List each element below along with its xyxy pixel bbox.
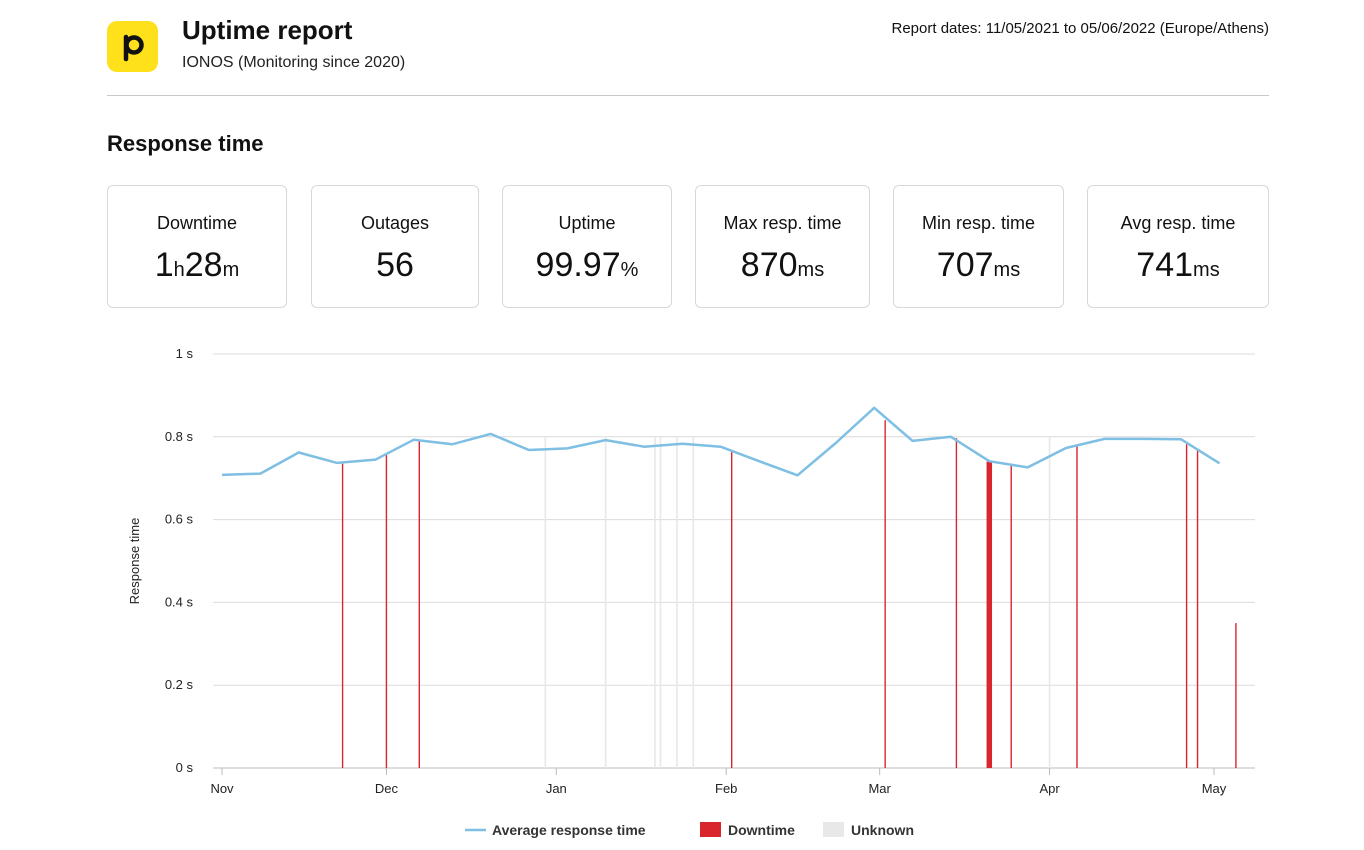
unknown-bar xyxy=(1048,436,1051,768)
y-tick-label: 1 s xyxy=(176,346,194,361)
y-tick-label: 0.6 s xyxy=(165,512,194,527)
downtime-bar xyxy=(884,420,886,768)
unknown-bar xyxy=(654,436,656,768)
stat-label: Avg resp. time xyxy=(1120,213,1236,233)
downtime-bar xyxy=(385,454,388,768)
legend-label-downtime: Downtime xyxy=(728,822,795,838)
downtime-bar xyxy=(955,438,958,768)
unknown-bar xyxy=(544,436,547,768)
downtime-bar xyxy=(986,461,993,768)
stat-value: 870ms xyxy=(740,246,825,284)
stat-value: 707ms xyxy=(936,246,1021,284)
unknown-bar xyxy=(692,436,695,768)
downtime-bar xyxy=(1010,464,1012,768)
unknown-bar xyxy=(659,436,662,768)
legend-swatch-unknown xyxy=(823,822,844,837)
stat-card-min-resp-time: Min resp. time 707ms xyxy=(893,185,1064,308)
stat-label: Uptime xyxy=(558,213,616,233)
y-tick-label: 0.4 s xyxy=(165,594,194,609)
x-tick-label: Mar xyxy=(868,781,891,796)
downtime-bar xyxy=(731,452,733,768)
x-tick-label: Jan xyxy=(546,781,567,796)
stat-label: Downtime xyxy=(156,213,238,233)
p-logo-icon xyxy=(123,34,144,62)
downtime-bar xyxy=(1196,449,1199,768)
stat-value: 1h28m xyxy=(154,246,240,284)
x-tick-label: Dec xyxy=(375,781,399,796)
legend-label-average-response-time: Average response time xyxy=(492,822,646,838)
unknown-bar xyxy=(676,436,678,768)
stat-value: 99.97% xyxy=(535,246,639,284)
downtime-bar xyxy=(1235,623,1237,768)
stat-card-downtime: Downtime 1h28m xyxy=(107,185,287,308)
y-tick-label: 0.2 s xyxy=(165,677,194,692)
stat-label: Min resp. time xyxy=(921,213,1036,233)
stat-card-avg-resp-time: Avg resp. time 741ms xyxy=(1087,185,1269,308)
logo xyxy=(107,21,158,72)
stat-label: Max resp. time xyxy=(723,213,842,233)
y-axis-label: Response time xyxy=(127,518,142,605)
downtime-bar xyxy=(1076,445,1078,768)
series-line-average-response-time xyxy=(221,406,1221,477)
x-tick-label: Nov xyxy=(210,781,234,796)
stat-value: 741ms xyxy=(1136,246,1220,284)
x-tick-label: Feb xyxy=(715,781,737,796)
x-tick-label: May xyxy=(1202,781,1227,796)
downtime-bar xyxy=(1185,444,1188,768)
report-subtitle: IONOS (Monitoring since 2020) xyxy=(182,54,406,71)
stat-value: 56 xyxy=(376,246,414,284)
downtime-bar xyxy=(341,463,344,768)
x-tick-label: Apr xyxy=(1039,781,1060,796)
stat-card-outages: Outages 56 xyxy=(311,185,479,308)
y-tick-label: 0.8 s xyxy=(165,429,194,444)
legend-swatch-downtime xyxy=(700,822,721,837)
stat-card-max-resp-time: Max resp. time 870ms xyxy=(695,185,870,308)
unknown-bar xyxy=(604,436,607,768)
downtime-bar xyxy=(418,440,421,768)
section-title: Response time xyxy=(107,131,264,156)
report-title: Uptime report xyxy=(182,15,353,45)
header-divider xyxy=(107,95,1269,96)
stat-card-uptime: Uptime 99.97% xyxy=(502,185,672,308)
legend-label-unknown: Unknown xyxy=(851,822,914,838)
report-dates: Report dates: 11/05/2021 to 05/06/2022 (… xyxy=(891,20,1270,37)
stat-label: Outages xyxy=(360,213,430,233)
y-tick-label: 0 s xyxy=(176,760,194,775)
